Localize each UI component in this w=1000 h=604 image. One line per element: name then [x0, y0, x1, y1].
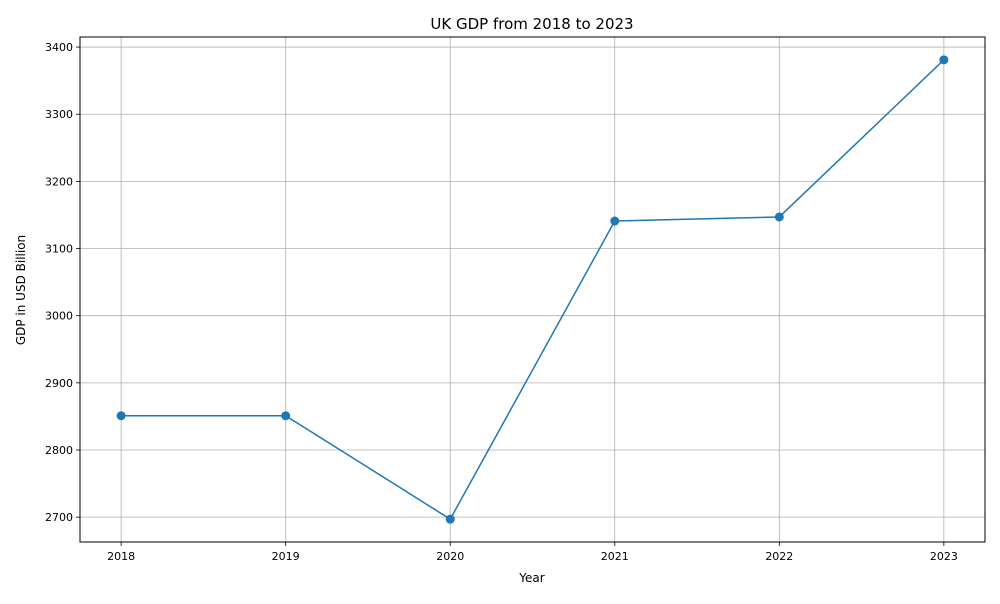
- data-point: [445, 514, 455, 524]
- x-tick-label: 2023: [930, 550, 958, 563]
- x-axis-label: Year: [518, 571, 544, 585]
- data-point: [774, 212, 784, 222]
- chart-title: UK GDP from 2018 to 2023: [430, 15, 633, 33]
- x-tick-label: 2021: [601, 550, 629, 563]
- series-layer: [116, 55, 949, 524]
- data-point: [939, 55, 949, 65]
- grid: [80, 37, 985, 542]
- x-tick-label: 2022: [765, 550, 793, 563]
- y-tick-label: 3100: [45, 243, 73, 256]
- ticks: 2018 2019 2020 2021 2022 2023 2700 2800 2900 3000…: [45, 41, 958, 563]
- data-point: [281, 411, 291, 421]
- y-tick-label: 2900: [45, 377, 73, 390]
- y-tick-label: 2700: [45, 511, 73, 524]
- plot-frame: [79, 36, 986, 543]
- data-point: [116, 411, 126, 421]
- series-line: [121, 59, 945, 521]
- x-tick-label: 2018: [107, 550, 135, 563]
- y-axis-label: GDP in USD Billion: [14, 235, 28, 345]
- y-tick-label: 3400: [45, 41, 73, 54]
- data-point: [610, 216, 620, 226]
- y-tick-label: 3200: [45, 175, 73, 188]
- y-tick-label: 3300: [45, 108, 73, 121]
- x-tick-label: 2019: [272, 550, 300, 563]
- x-tick-label: 2020: [436, 550, 464, 563]
- y-tick-label: 3000: [45, 310, 73, 323]
- y-tick-label: 2800: [45, 444, 73, 457]
